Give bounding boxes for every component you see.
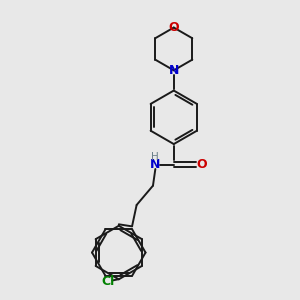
Text: N: N	[150, 158, 161, 171]
Text: H: H	[152, 152, 159, 161]
Text: O: O	[169, 21, 179, 34]
Text: O: O	[197, 158, 207, 171]
Text: Cl: Cl	[102, 275, 115, 288]
Text: N: N	[169, 64, 179, 77]
